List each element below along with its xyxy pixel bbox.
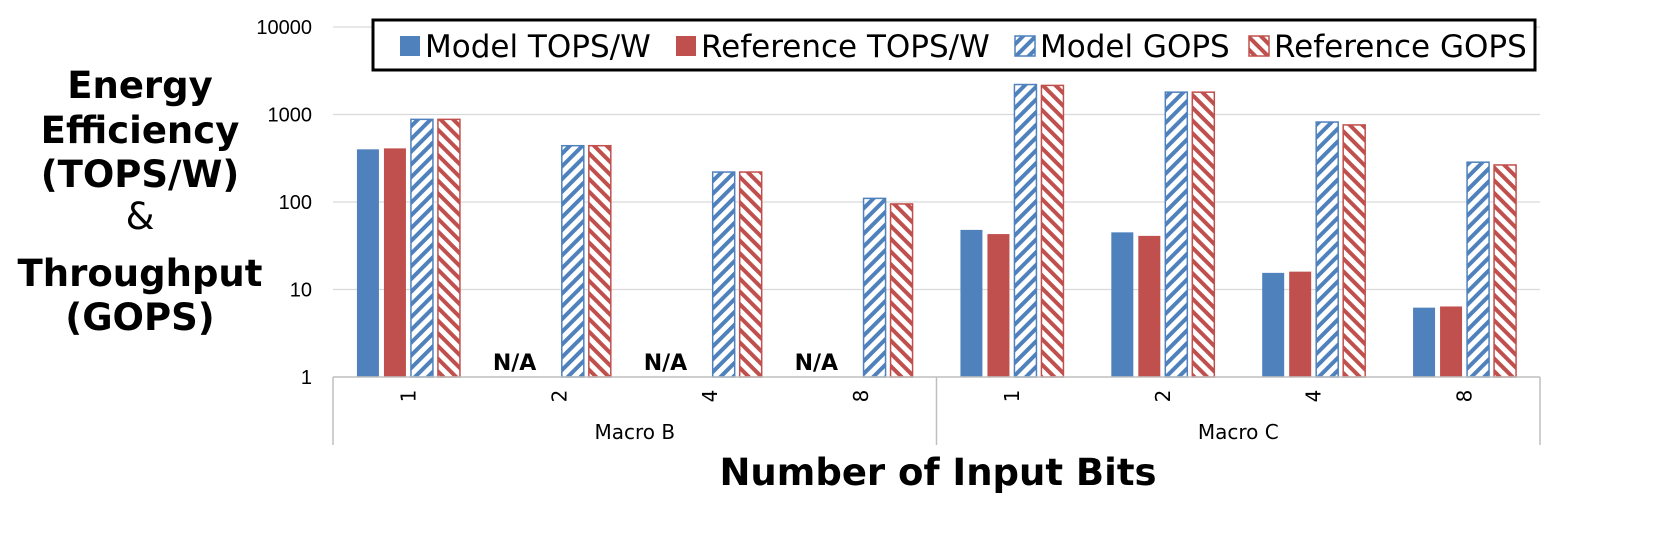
bar-reference-tops-w bbox=[1138, 235, 1161, 377]
bar-reference-gops bbox=[1342, 124, 1366, 378]
bar-reference-gops bbox=[1493, 164, 1517, 378]
bar-model-gops bbox=[1013, 83, 1038, 378]
legend-box bbox=[371, 18, 1537, 72]
bar-reference-tops-w bbox=[1440, 306, 1463, 377]
bar-model-tops-w bbox=[1262, 272, 1285, 377]
bar-model-tops-w bbox=[1413, 307, 1436, 377]
bar-model-gops bbox=[1315, 121, 1339, 378]
na-label: N/A bbox=[493, 351, 536, 376]
y-axis-label-line: Energy bbox=[67, 64, 213, 107]
bar-reference-gops bbox=[588, 144, 612, 378]
y-axis-label-line: (TOPS/W) bbox=[41, 153, 240, 196]
bar-reference-gops bbox=[889, 203, 914, 378]
bar-reference-gops bbox=[738, 171, 763, 378]
bar-reference-tops-w bbox=[383, 148, 406, 377]
legend-swatch bbox=[676, 36, 696, 56]
y-tick-label: 100 bbox=[279, 192, 312, 214]
x-group-labels: Macro B Macro C bbox=[594, 420, 1278, 444]
bar-reference-gops bbox=[437, 118, 461, 378]
legend: Model TOPS/W Reference TOPS/W Model GOPS Re… bbox=[371, 18, 1537, 72]
legend-swatch bbox=[1014, 35, 1036, 57]
x-category-label: 1 bbox=[396, 390, 420, 403]
x-axis-label: Number of Input Bits bbox=[719, 451, 1156, 494]
y-tick-label: 10000 bbox=[256, 17, 312, 39]
x-group-label: Macro B bbox=[594, 420, 675, 444]
bars: N/A N/A N/A bbox=[356, 83, 1517, 378]
y-tick-label: 10 bbox=[290, 280, 312, 302]
bar-model-gops bbox=[711, 171, 736, 378]
bar-reference-tops-w bbox=[1289, 271, 1312, 377]
y-axis-label-line: & bbox=[126, 195, 155, 238]
x-group-label: Macro C bbox=[1198, 420, 1279, 444]
legend-label: Model TOPS/W bbox=[425, 29, 651, 65]
bar-model-gops bbox=[862, 197, 887, 378]
legend-label: Reference TOPS/W bbox=[701, 29, 990, 65]
bar-reference-tops-w bbox=[987, 234, 1010, 377]
bar-model-tops-w bbox=[1111, 232, 1134, 377]
bar-model-gops bbox=[1466, 161, 1490, 378]
na-label: N/A bbox=[644, 351, 687, 376]
na-label: N/A bbox=[795, 351, 838, 376]
x-axis bbox=[332, 376, 1541, 445]
x-category-label: 8 bbox=[1453, 390, 1477, 403]
bar-model-tops-w bbox=[960, 229, 983, 377]
y-tick-label: 1 bbox=[301, 367, 312, 389]
x-category-label: 1 bbox=[1000, 390, 1024, 403]
y-axis-label-line: Throughput bbox=[18, 252, 263, 295]
x-category-label: 2 bbox=[547, 390, 571, 403]
bar-reference-gops bbox=[1040, 84, 1065, 378]
bar-model-gops bbox=[410, 118, 434, 378]
bar-model-gops bbox=[561, 144, 585, 378]
y-tick-labels: 1 10 100 1000 10000 bbox=[256, 17, 312, 389]
x-category-label: 8 bbox=[849, 390, 873, 403]
x-category-label: 2 bbox=[1151, 390, 1175, 403]
x-category-label: 4 bbox=[1302, 390, 1326, 403]
legend-label: Reference GOPS bbox=[1274, 29, 1527, 65]
y-axis-label-line: (GOPS) bbox=[65, 296, 214, 339]
legend-swatch bbox=[400, 36, 420, 56]
legend-label: Model GOPS bbox=[1040, 29, 1230, 65]
x-category-label: 4 bbox=[698, 390, 722, 403]
bar-reference-gops bbox=[1191, 91, 1216, 378]
bar-model-tops-w bbox=[356, 149, 379, 377]
y-axis-label-line: Efficiency bbox=[41, 109, 240, 152]
bar-model-gops bbox=[1164, 91, 1189, 378]
legend-swatch bbox=[1248, 35, 1270, 57]
y-tick-label: 1000 bbox=[268, 105, 313, 127]
